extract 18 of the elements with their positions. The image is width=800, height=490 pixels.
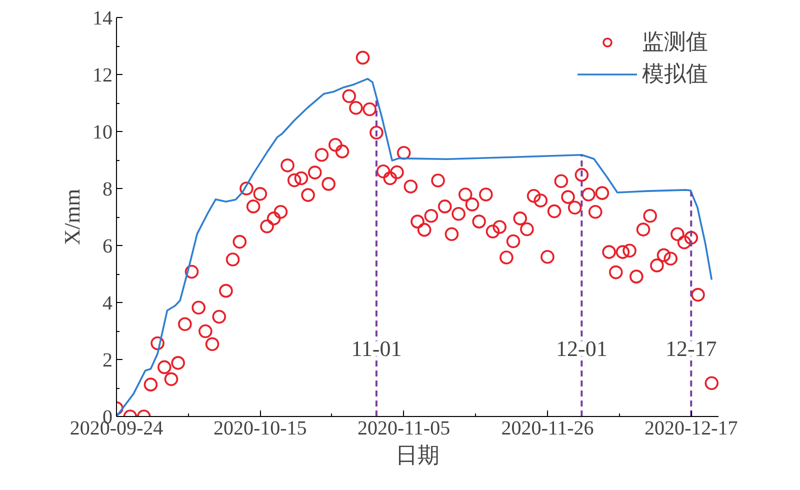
legend-label: 监测值 [642,29,708,57]
y-tick-label: 2 [102,350,112,372]
y-tick-label: 14 [92,8,112,30]
ref-line-label: 12-17 [665,336,717,362]
ref-line-label: 12-01 [556,336,608,362]
x-tick-label: 2020-11-26 [501,418,594,440]
x-tick-label: 2020-11-05 [358,418,450,440]
legend-label: 模拟值 [642,61,708,89]
x-axis-title: 日期 [396,442,440,468]
y-tick-label: 8 [102,178,112,200]
y-tick-label: 10 [92,122,112,144]
y-tick-label: 6 [102,236,112,258]
y-tick-label: 4 [102,292,112,314]
x-tick-label: 2020-12-17 [644,418,738,440]
ref-line-label: 11-01 [351,336,402,362]
y-axis-title: X/mm [60,188,84,246]
y-tick-label: 12 [92,64,112,86]
x-tick-label: 2020-10-15 [214,418,307,440]
